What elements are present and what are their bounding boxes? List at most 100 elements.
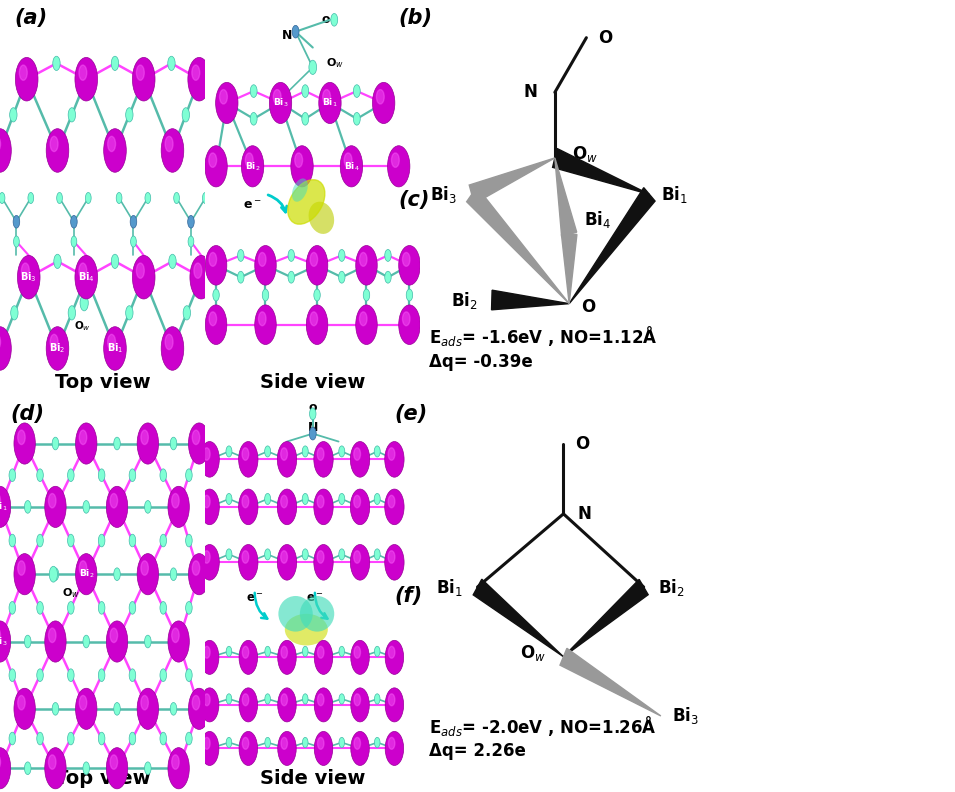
Circle shape: [385, 732, 404, 765]
Text: e$^-$: e$^-$: [245, 592, 264, 604]
Circle shape: [317, 495, 324, 508]
Circle shape: [255, 246, 276, 285]
Circle shape: [303, 646, 308, 657]
Text: (f): (f): [394, 586, 422, 606]
Circle shape: [374, 446, 380, 457]
Circle shape: [75, 423, 96, 464]
Circle shape: [385, 640, 404, 674]
Circle shape: [129, 602, 136, 615]
Circle shape: [242, 550, 249, 563]
Circle shape: [392, 153, 399, 167]
Circle shape: [402, 253, 410, 266]
Circle shape: [242, 447, 249, 460]
Circle shape: [117, 192, 122, 204]
Circle shape: [350, 732, 370, 765]
Circle shape: [49, 628, 56, 642]
Circle shape: [269, 82, 291, 124]
Circle shape: [170, 437, 177, 450]
Circle shape: [202, 192, 208, 204]
Circle shape: [192, 65, 200, 80]
Circle shape: [314, 441, 333, 477]
Circle shape: [14, 688, 35, 729]
Circle shape: [239, 545, 258, 580]
Circle shape: [203, 495, 210, 508]
Circle shape: [406, 289, 413, 301]
Circle shape: [288, 249, 294, 261]
Text: (b): (b): [399, 8, 433, 28]
Circle shape: [126, 108, 133, 122]
Circle shape: [317, 646, 324, 658]
Circle shape: [18, 430, 25, 444]
Circle shape: [317, 447, 324, 460]
Circle shape: [374, 493, 380, 505]
Circle shape: [243, 646, 248, 658]
Circle shape: [302, 493, 308, 505]
Circle shape: [356, 305, 377, 345]
Circle shape: [0, 486, 11, 527]
Polygon shape: [492, 290, 569, 310]
Circle shape: [104, 326, 126, 370]
Text: Top view: Top view: [54, 373, 151, 392]
Circle shape: [330, 13, 338, 26]
Circle shape: [317, 694, 324, 706]
Text: O$_w$: O$_w$: [74, 318, 91, 333]
Circle shape: [354, 694, 360, 706]
Circle shape: [0, 192, 5, 204]
Circle shape: [182, 108, 189, 122]
Circle shape: [243, 737, 248, 749]
Circle shape: [110, 493, 117, 508]
Circle shape: [250, 85, 257, 97]
Circle shape: [239, 687, 258, 722]
Circle shape: [85, 192, 91, 204]
Circle shape: [9, 602, 15, 615]
Circle shape: [265, 694, 270, 704]
Circle shape: [354, 646, 360, 658]
Circle shape: [141, 561, 148, 575]
Circle shape: [53, 703, 58, 715]
Circle shape: [129, 732, 136, 744]
Circle shape: [201, 732, 219, 765]
Circle shape: [238, 249, 244, 261]
Ellipse shape: [308, 202, 334, 234]
Circle shape: [13, 236, 19, 247]
Circle shape: [205, 246, 227, 285]
Circle shape: [385, 271, 392, 284]
Circle shape: [9, 534, 15, 546]
Text: (c): (c): [399, 190, 430, 210]
Circle shape: [159, 602, 166, 615]
Circle shape: [141, 430, 148, 444]
Text: Bi$_4$: Bi$_4$: [344, 160, 359, 173]
Circle shape: [68, 306, 75, 320]
Text: E$_{ads}$= -1.6eV , NO=1.12Å: E$_{ads}$= -1.6eV , NO=1.12Å: [429, 325, 657, 348]
Circle shape: [359, 253, 367, 266]
Circle shape: [213, 289, 220, 301]
Circle shape: [201, 687, 219, 722]
Circle shape: [399, 246, 420, 285]
Text: Δq= 2.26e: Δq= 2.26e: [429, 742, 525, 760]
Circle shape: [36, 668, 43, 681]
Circle shape: [49, 493, 56, 508]
Circle shape: [144, 501, 151, 513]
Text: (d): (d): [11, 404, 44, 424]
Circle shape: [9, 732, 15, 744]
Circle shape: [354, 737, 360, 749]
Circle shape: [45, 621, 66, 662]
Circle shape: [350, 441, 370, 477]
Text: Bi$_1$: Bi$_1$: [322, 97, 338, 109]
Circle shape: [314, 545, 333, 580]
Text: Bi$_3$: Bi$_3$: [273, 97, 288, 109]
Text: (a): (a): [14, 8, 48, 28]
Text: Bi$_3$: Bi$_3$: [672, 706, 699, 726]
Circle shape: [168, 486, 189, 527]
Text: Δq= -0.39e: Δq= -0.39e: [429, 353, 533, 371]
Circle shape: [281, 447, 287, 460]
Text: Side view: Side view: [260, 373, 366, 392]
Ellipse shape: [285, 614, 328, 645]
Text: O: O: [581, 299, 595, 316]
Text: (e): (e): [394, 404, 428, 424]
Circle shape: [226, 694, 232, 704]
Circle shape: [11, 306, 18, 320]
Circle shape: [205, 305, 227, 345]
Circle shape: [281, 550, 287, 563]
Ellipse shape: [292, 178, 308, 202]
